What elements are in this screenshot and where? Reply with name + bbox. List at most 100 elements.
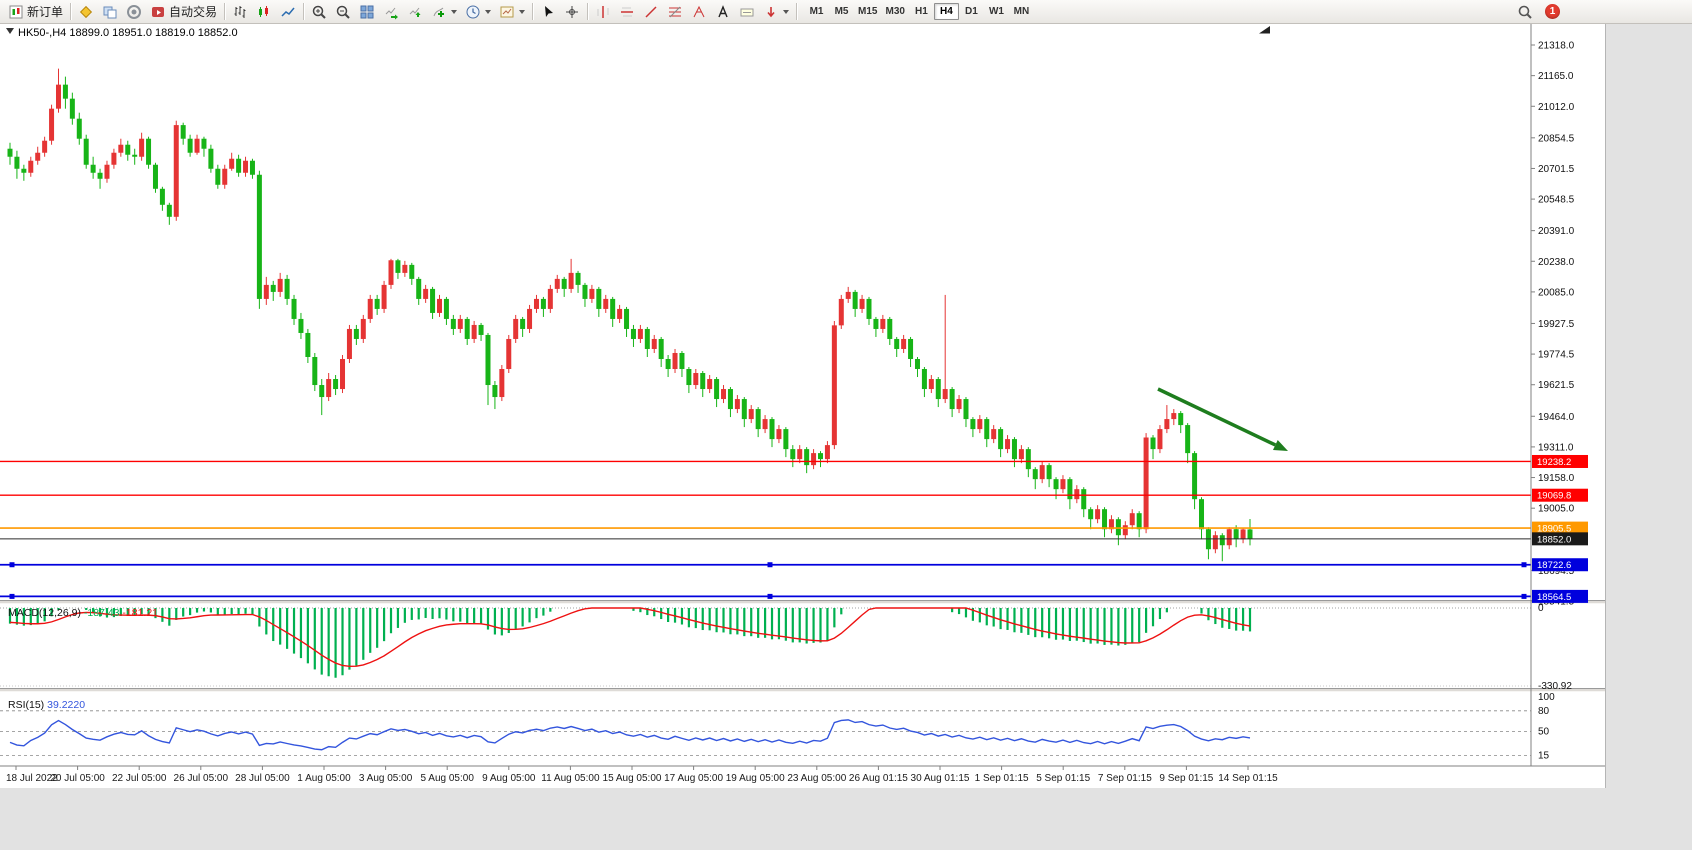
candles-icon — [256, 4, 272, 20]
panel-separator[interactable] — [0, 600, 1605, 604]
toolbar-right: 1 — [1513, 1, 1560, 23]
time-axis-label: 7 Sep 01:15 — [1098, 773, 1152, 784]
toolbar-separator — [303, 3, 305, 20]
candlestick-chart-button[interactable] — [252, 1, 276, 23]
macd-scale-top: 0 — [1538, 603, 1544, 614]
horizontal-line-button[interactable] — [615, 1, 639, 23]
metaeditor-button[interactable] — [74, 1, 98, 23]
rsi-line — [9, 719, 1251, 751]
crosshair-button[interactable] — [560, 1, 584, 23]
autotrading-icon — [150, 4, 166, 20]
time-axis-label: 17 Aug 05:00 — [664, 773, 723, 784]
rsi-scale-label: 15 — [1538, 751, 1550, 762]
text-label-button[interactable] — [735, 1, 759, 23]
chart-window[interactable]: HK50-,H4 18899.0 18951.0 18819.0 18852.0… — [0, 24, 1606, 788]
cursor-icon — [540, 4, 556, 20]
periods-button[interactable] — [461, 1, 495, 23]
label-icon — [739, 4, 755, 20]
timeframe-h4[interactable]: H4 — [933, 3, 959, 20]
toolbar-separator — [796, 3, 798, 20]
chart-title: HK50-,H4 18899.0 18951.0 18819.0 18852.0 — [6, 26, 1270, 39]
price-scale-label: 19774.5 — [1538, 350, 1575, 361]
new-order-button[interactable]: 新订单 — [4, 1, 67, 23]
time-axis-label: 20 Jul 05:00 — [50, 773, 105, 784]
rsi-scale-label: 100 — [1538, 692, 1555, 703]
time-axis-label: 14 Sep 01:15 — [1218, 773, 1278, 784]
time-axis-label: 30 Aug 01:15 — [911, 773, 970, 784]
price-scale-label: 19005.0 — [1538, 504, 1575, 515]
community-icon — [126, 4, 142, 20]
text-button[interactable] — [711, 1, 735, 23]
time-axis-label: 28 Jul 05:00 — [235, 773, 290, 784]
chart-canvas[interactable] — [0, 24, 1531, 766]
timeframe-m5[interactable]: M5 — [834, 6, 849, 17]
time-axis-label: 9 Aug 05:00 — [482, 773, 536, 784]
profiles-button[interactable] — [98, 1, 122, 23]
chart-shift-button[interactable] — [403, 1, 427, 23]
notifications-badge[interactable]: 1 — [1545, 4, 1560, 19]
toolbar: 新订单 自动交易 M1 M5 M15 M30 H1 H4 D1 W1 MN 1 — [0, 0, 1692, 24]
trendline-button[interactable] — [639, 1, 663, 23]
support-line-18722[interactable] — [0, 562, 1531, 568]
dropdown-arrow-icon — [485, 9, 492, 14]
chart-shift-marker[interactable] — [1259, 26, 1270, 34]
tile-icon — [359, 4, 375, 20]
bar-chart-button[interactable] — [228, 1, 252, 23]
one-click-trading-icon[interactable] — [6, 28, 14, 34]
time-axis-label: 5 Aug 05:00 — [421, 773, 475, 784]
support-line-18905-tag: 18905.5 — [1532, 521, 1588, 535]
macd-signal-line — [9, 607, 1251, 668]
resistance-line-19069-tag: 19069.8 — [1532, 488, 1588, 502]
fibo-icon — [667, 4, 683, 20]
zoom-out-button[interactable] — [331, 1, 355, 23]
time-axis-label: 22 Jul 05:00 — [112, 773, 167, 784]
dropdown-arrow-icon — [451, 9, 458, 14]
hline-icon — [619, 4, 635, 20]
line-chart-button[interactable] — [276, 1, 300, 23]
indicators-button[interactable] — [427, 1, 461, 23]
timeframe-d1[interactable]: D1 — [965, 6, 978, 17]
timeframe-m15[interactable]: M15 — [858, 6, 878, 17]
new-order-button-label: 新订单 — [27, 5, 64, 19]
templates-button[interactable] — [495, 1, 529, 23]
price-scale[interactable]: 21318.0 21165.0 21012.0 20854.5 20701.5 20548… — [1530, 24, 1588, 766]
time-axis-label: 26 Jul 05:00 — [174, 773, 229, 784]
dropdown-arrow-icon — [783, 9, 790, 14]
trendline-icon — [643, 4, 659, 20]
svg-text:19069.8: 19069.8 — [1537, 491, 1571, 502]
pitchfork-button[interactable] — [687, 1, 711, 23]
rsi-scale-label: 80 — [1538, 706, 1550, 717]
fibonacci-button[interactable] — [663, 1, 687, 23]
tile-windows-button[interactable] — [355, 1, 379, 23]
timeframe-w1[interactable]: W1 — [988, 6, 1004, 17]
price-scale-label: 21012.0 — [1538, 102, 1575, 113]
autotrading-button[interactable]: 自动交易 — [146, 1, 221, 23]
arrows-icon — [763, 4, 779, 20]
timeframe-m1[interactable]: M1 — [809, 6, 824, 17]
timeframe-m30[interactable]: M30 — [885, 6, 905, 17]
auto-scroll-button[interactable] — [379, 1, 403, 23]
arrows-button[interactable] — [759, 1, 793, 23]
profiles-icon — [102, 4, 118, 20]
timeframe-mn[interactable]: MN — [1013, 6, 1030, 17]
svg-text:19238.2: 19238.2 — [1537, 457, 1571, 468]
trend-arrow[interactable] — [1157, 387, 1288, 451]
autoscroll-icon — [383, 4, 399, 20]
support-line-18564[interactable] — [0, 593, 1531, 599]
panel-separator[interactable] — [0, 688, 1605, 692]
time-axis-label: 26 Aug 01:15 — [849, 773, 908, 784]
macd-scale-bottom: -330.92 — [1538, 681, 1572, 692]
community-button[interactable] — [122, 1, 146, 23]
cursor-button[interactable] — [536, 1, 560, 23]
pitchfork-icon — [691, 4, 707, 20]
price-scale-label: 20391.0 — [1538, 226, 1575, 237]
search-button[interactable] — [1513, 1, 1537, 23]
zoom-in-button[interactable] — [307, 1, 331, 23]
time-axis-label: 1 Aug 05:00 — [297, 773, 351, 784]
vertical-line-button[interactable] — [591, 1, 615, 23]
timeframe-h1[interactable]: H1 — [915, 6, 928, 17]
price-scale-label: 20701.5 — [1538, 164, 1575, 175]
time-axis-label: 15 Aug 05:00 — [603, 773, 662, 784]
support-line-18722-tag: 18722.6 — [1532, 558, 1588, 572]
